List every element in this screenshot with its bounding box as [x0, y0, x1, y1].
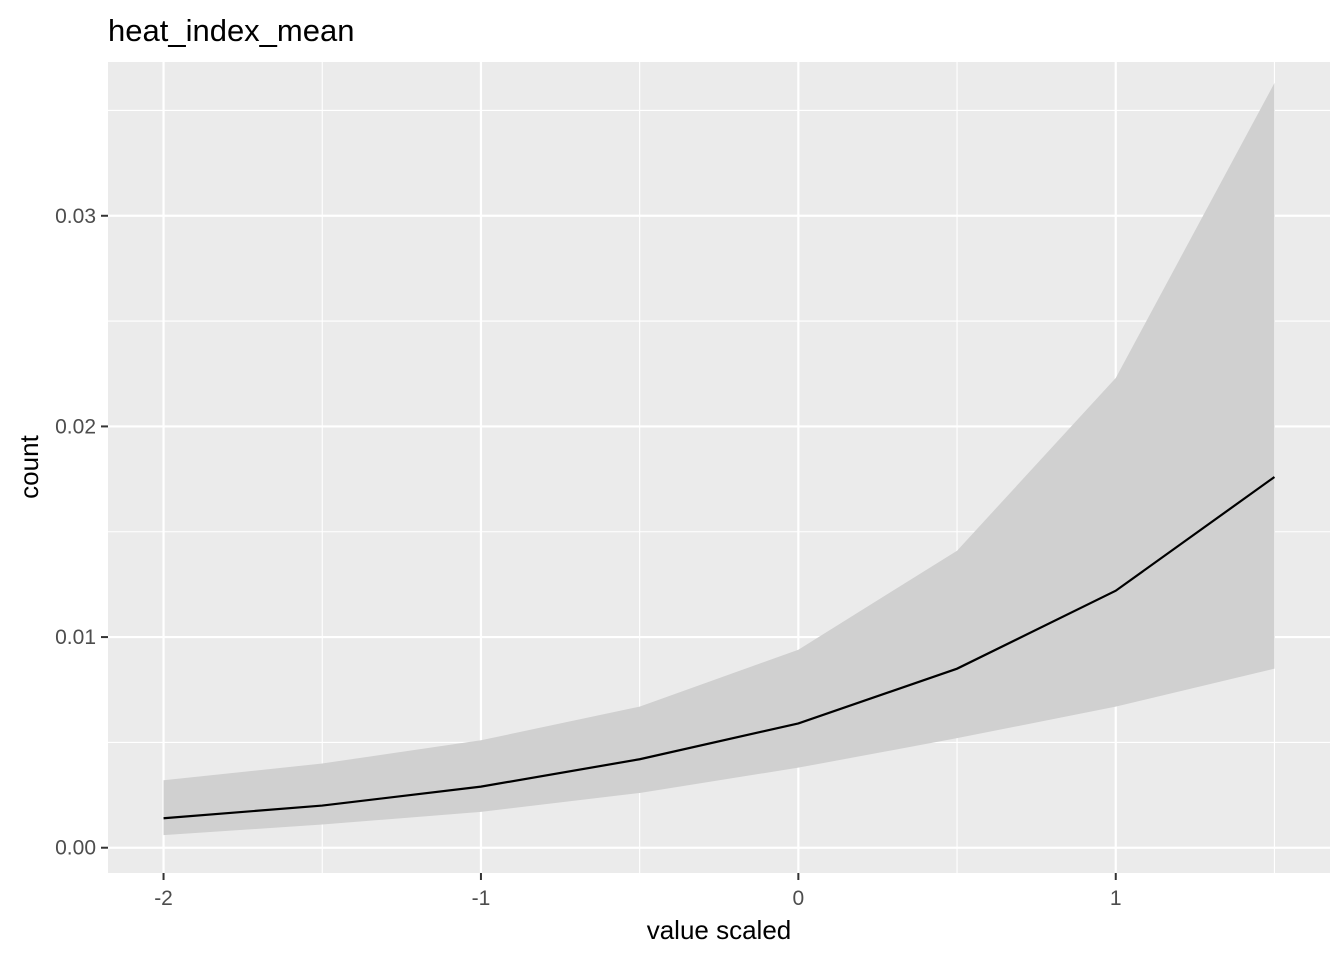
x-axis-title: value scaled [647, 915, 792, 945]
x-tick-label-0: -2 [154, 887, 173, 910]
y-tick-label-3: 0.03 [55, 205, 96, 228]
y-tick-label-0: 0.00 [55, 837, 96, 860]
chart-title: heat_index_mean [108, 13, 354, 48]
y-tick-label-1: 0.01 [55, 626, 96, 649]
y-axis-title: count [14, 434, 44, 498]
x-axis: -2 -1 0 1 [154, 873, 1122, 910]
y-tick-label-2: 0.02 [55, 415, 96, 438]
confidence-ribbon [163, 83, 1275, 836]
x-tick-label-3: 1 [1110, 887, 1122, 910]
x-tick-label-2: 0 [793, 887, 805, 910]
series-line [163, 476, 1276, 820]
x-tick-label-1: -1 [472, 887, 491, 910]
y-axis: 0.00 0.01 0.02 0.03 [55, 205, 108, 860]
